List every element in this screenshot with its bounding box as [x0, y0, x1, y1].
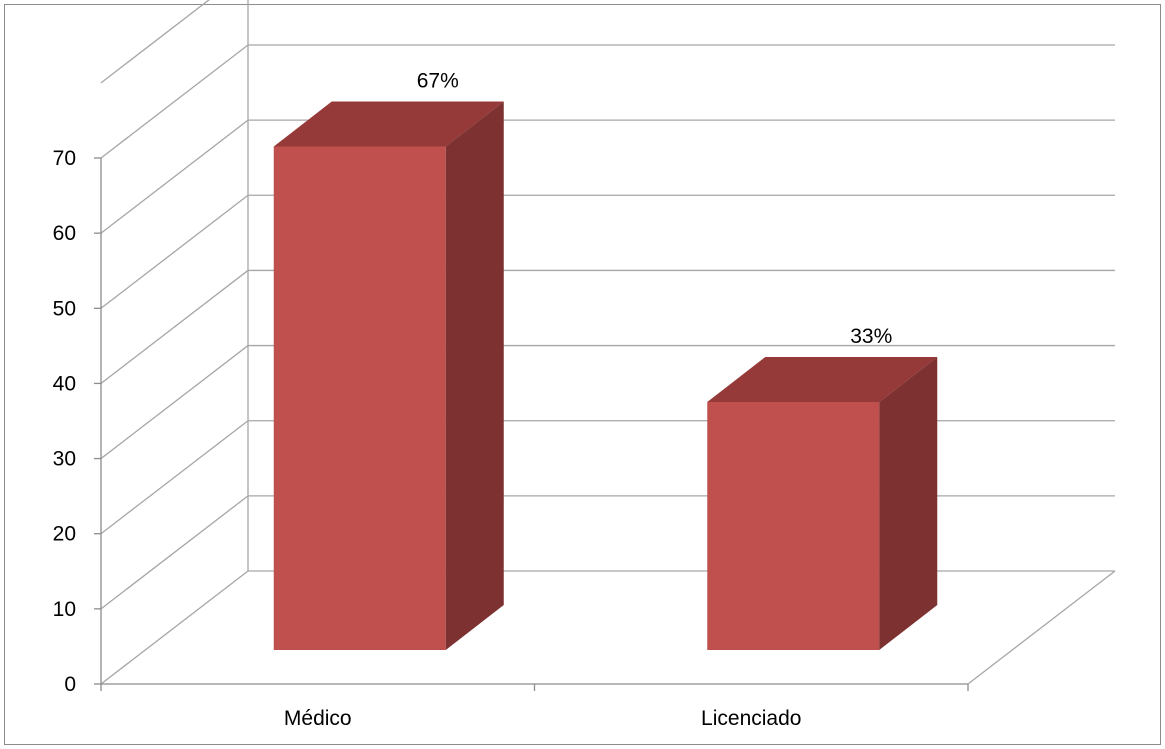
bar-front-face: [707, 402, 880, 650]
y-tick-label: 70: [53, 147, 76, 170]
gridline-side: [100, 119, 249, 234]
gridline-side: [100, 495, 249, 610]
bar-side-face: [879, 357, 938, 650]
y-tick-label: 60: [53, 222, 76, 245]
y-tick-label: 40: [53, 372, 76, 395]
gridlines: [100, 0, 1116, 685]
gridline-side: [100, 194, 249, 309]
bar-front-face: [273, 146, 446, 651]
category-label: Médico: [284, 707, 352, 730]
y-tick-label: 30: [53, 448, 76, 471]
bar-side-face: [445, 101, 504, 651]
gridline-side: [100, 269, 249, 384]
bar-top-face: [707, 357, 938, 403]
bar-licenciado: [707, 357, 938, 650]
y-tick-label: 20: [53, 523, 76, 546]
y-tick-label: 0: [64, 673, 76, 696]
labels: 0 10 20 30 40 50 60 70 67% Médico 33% Licenciado: [53, 70, 893, 730]
data-label: 33%: [850, 325, 892, 348]
floor-edge: [967, 570, 1116, 685]
gridline-side: [100, 345, 249, 460]
data-label: 67%: [417, 70, 459, 93]
gridline-side: [100, 0, 210, 84]
gridline-side: [100, 570, 249, 685]
gridline-side: [100, 420, 249, 535]
chart-frame: [4, 4, 1161, 745]
axes: [94, 157, 969, 691]
bars: [273, 101, 938, 651]
bar-médico: [273, 101, 504, 651]
y-tick-label: 50: [53, 297, 76, 320]
category-label: Licenciado: [701, 707, 801, 730]
bar-top-face: [273, 101, 504, 147]
gridline-side: [100, 44, 249, 159]
y-tick-label: 10: [53, 598, 76, 621]
